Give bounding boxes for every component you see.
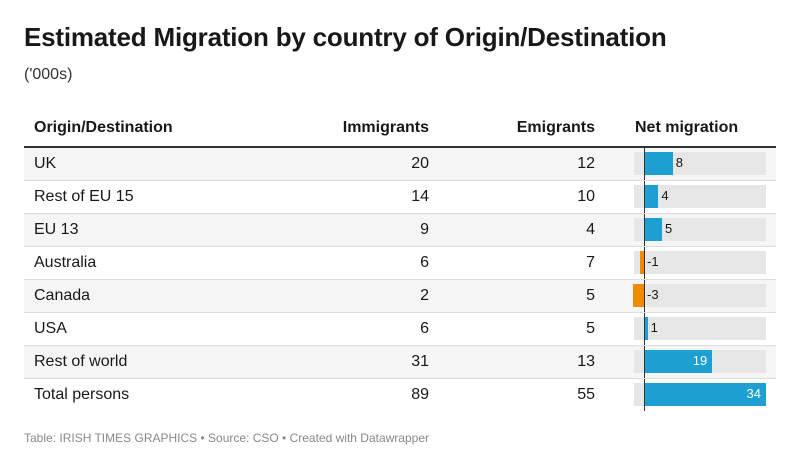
net-migration-bar-cell: 5 bbox=[634, 214, 766, 246]
cell-origin: Rest of world bbox=[34, 353, 128, 370]
cell-origin: Australia bbox=[34, 254, 97, 271]
cell-emigrants: 5 bbox=[586, 287, 595, 304]
net-migration-bar bbox=[644, 383, 766, 406]
net-migration-bar-cell: -3 bbox=[633, 280, 766, 312]
net-migration-bar bbox=[640, 251, 644, 274]
cell-emigrants: 4 bbox=[586, 221, 595, 238]
column-header-origin[interactable]: Origin/Destination bbox=[34, 119, 173, 136]
cell-emigrants: 10 bbox=[577, 188, 595, 205]
cell-origin: Rest of EU 15 bbox=[34, 188, 134, 205]
net-migration-bar-cell: 34 bbox=[634, 379, 766, 411]
net-migration-bar-cell: 19 bbox=[634, 346, 766, 378]
chart-footer: Table: IRISH TIMES GRAPHICS • Source: CS… bbox=[24, 431, 429, 445]
net-migration-label: 1 bbox=[650, 320, 658, 335]
table-row: UK 20 12 8 bbox=[24, 148, 776, 181]
net-migration-label: -1 bbox=[647, 254, 659, 269]
cell-origin: Total persons bbox=[34, 386, 130, 403]
net-migration-bar bbox=[644, 185, 659, 208]
net-migration-label: 34 bbox=[746, 386, 761, 401]
net-migration-bar-cell: 1 bbox=[634, 313, 766, 345]
zero-line bbox=[644, 313, 645, 345]
cell-origin: USA bbox=[34, 320, 67, 337]
net-migration-bar bbox=[644, 317, 648, 340]
net-migration-bar-cell: 8 bbox=[634, 148, 766, 180]
net-migration-label: 4 bbox=[661, 188, 669, 203]
table-row: Rest of EU 15 14 10 4 bbox=[24, 181, 776, 214]
cell-immigrants: 89 bbox=[411, 386, 429, 403]
cell-immigrants: 20 bbox=[411, 155, 429, 172]
cell-emigrants: 13 bbox=[577, 353, 595, 370]
chart-title: Estimated Migration by country of Origin… bbox=[24, 22, 667, 52]
cell-origin: Canada bbox=[34, 287, 91, 304]
column-header-emigrants[interactable]: Emigrants bbox=[516, 119, 595, 136]
net-migration-bar bbox=[644, 350, 713, 373]
table-body: UK 20 12 8 Rest of EU 15 14 10 4 EU 13 9 4 5 Austral… bbox=[24, 148, 776, 411]
column-header-immigrants[interactable]: Immigrants bbox=[342, 119, 429, 136]
table-row: USA 6 5 1 bbox=[24, 313, 776, 346]
column-header-net-migration[interactable]: Net migration bbox=[635, 119, 739, 136]
net-migration-bar bbox=[644, 218, 662, 241]
cell-emigrants: 55 bbox=[577, 386, 595, 403]
net-migration-label: 5 bbox=[664, 221, 673, 236]
net-migration-label: 8 bbox=[675, 155, 683, 170]
cell-emigrants: 12 bbox=[577, 155, 595, 172]
table-row: EU 13 9 4 5 bbox=[24, 214, 776, 247]
cell-immigrants: 14 bbox=[411, 188, 429, 205]
cell-immigrants: 31 bbox=[411, 353, 429, 370]
migration-table: Origin/Destination Immigrants Emigrants … bbox=[24, 112, 776, 411]
cell-immigrants: 9 bbox=[420, 221, 429, 238]
table-row: Total persons 89 55 34 bbox=[24, 379, 776, 411]
zero-line bbox=[644, 148, 645, 180]
cell-emigrants: 5 bbox=[586, 320, 595, 337]
cell-origin: EU 13 bbox=[34, 221, 79, 238]
net-migration-label: 19 bbox=[692, 353, 708, 368]
zero-line bbox=[644, 346, 645, 378]
net-migration-label: -3 bbox=[647, 287, 659, 302]
net-migration-bar-cell: 4 bbox=[634, 181, 766, 213]
table-row: Australia 6 7 -1 bbox=[24, 247, 776, 280]
zero-line bbox=[644, 181, 645, 213]
cell-origin: UK bbox=[34, 155, 57, 172]
zero-line bbox=[644, 379, 645, 411]
net-migration-bar bbox=[644, 152, 673, 175]
cell-immigrants: 6 bbox=[420, 254, 429, 271]
cell-immigrants: 2 bbox=[420, 287, 429, 304]
cell-immigrants: 6 bbox=[420, 320, 429, 337]
chart-subtitle: ('000s) bbox=[24, 66, 73, 83]
net-migration-bar-cell: -1 bbox=[634, 247, 766, 279]
zero-line bbox=[644, 247, 645, 279]
table-header: Origin/Destination Immigrants Emigrants … bbox=[24, 112, 776, 148]
table-row: Rest of world 31 13 19 bbox=[24, 346, 776, 379]
cell-emigrants: 7 bbox=[586, 254, 595, 271]
zero-line bbox=[644, 214, 645, 246]
table-row: Canada 2 5 -3 bbox=[24, 280, 776, 313]
net-migration-bar bbox=[633, 284, 644, 307]
zero-line bbox=[644, 280, 645, 312]
